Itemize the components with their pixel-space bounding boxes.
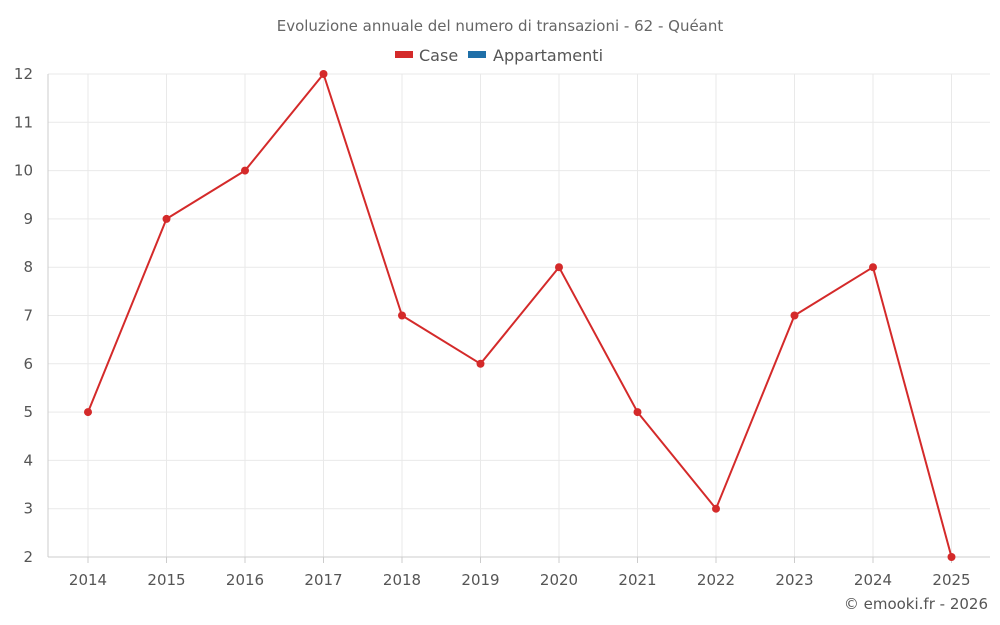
x-tick-label: 2021: [618, 571, 656, 589]
y-tick-label: 2: [23, 548, 33, 566]
y-tick-label: 4: [23, 451, 33, 469]
x-tick-label: 2016: [226, 571, 264, 589]
x-tick-label: 2022: [697, 571, 735, 589]
legend-item-case[interactable]: Case: [395, 46, 458, 65]
data-point-case-2014[interactable]: [84, 408, 92, 417]
data-point-case-2023[interactable]: [790, 311, 799, 320]
legend-label-appartamenti: Appartamenti: [493, 46, 603, 65]
data-point-case-2019[interactable]: [476, 359, 485, 368]
x-tick-label: 2020: [540, 571, 578, 589]
legend-item-appartamenti[interactable]: Appartamenti: [468, 46, 603, 65]
x-tick-label: 2019: [461, 571, 499, 589]
x-tick-label: 2023: [775, 571, 813, 589]
legend-swatch-case: [395, 51, 413, 58]
data-point-case-2017[interactable]: [319, 70, 328, 78]
y-tick-label: 8: [23, 258, 33, 276]
x-tick-label: 2017: [304, 571, 342, 589]
data-point-case-2021[interactable]: [633, 408, 642, 417]
data-point-case-2024[interactable]: [869, 263, 877, 272]
y-tick-label: 7: [23, 307, 33, 325]
data-point-case-2015[interactable]: [162, 214, 171, 223]
y-tick-label: 10: [14, 162, 33, 180]
x-axis: 2014 2015 2016 2017 2018 2019 2020 2021 2022 2023…: [69, 557, 971, 589]
legend: Case Appartamenti: [395, 46, 603, 65]
x-tick-label: 2024: [854, 571, 892, 589]
data-point-case-2022[interactable]: [712, 504, 720, 513]
chart-title: Evoluzione annuale del numero di transaz…: [277, 17, 724, 35]
data-point-case-2016[interactable]: [241, 166, 249, 175]
credit-text: © emooki.fr - 2026: [844, 595, 988, 613]
legend-label-case: Case: [419, 46, 458, 65]
data-point-case-2025[interactable]: [947, 553, 956, 561]
y-tick-label: 6: [23, 355, 33, 373]
x-tick-label: 2015: [147, 571, 185, 589]
x-tick-label: 2018: [383, 571, 421, 589]
data-point-case-2018[interactable]: [398, 311, 406, 320]
y-tick-label: 11: [14, 113, 33, 131]
y-tick-label: 3: [23, 500, 33, 518]
y-axis: 2 3 4 5 6 7 8 9 10 11 12: [14, 65, 33, 566]
data-point-case-2020[interactable]: [555, 263, 563, 272]
y-tick-label: 9: [23, 210, 33, 228]
y-tick-label: 12: [14, 65, 33, 83]
series-layer: [84, 70, 956, 561]
legend-swatch-appartamenti: [468, 51, 486, 58]
y-tick-label: 5: [23, 403, 33, 421]
grid: [47, 73, 990, 558]
x-tick-label: 2025: [932, 571, 970, 589]
series-line-case: [87, 73, 953, 558]
x-tick-label: 2014: [69, 571, 107, 589]
